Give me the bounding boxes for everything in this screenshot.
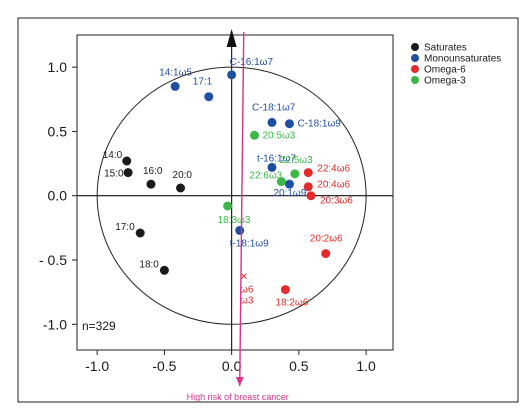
y-tick-label: -1.0 xyxy=(43,316,67,332)
omega-6-point xyxy=(280,285,290,295)
saturates-point xyxy=(146,179,156,189)
omega-3-point xyxy=(249,130,259,140)
saturates-point-label: 14:0 xyxy=(103,150,123,161)
omega-3-point xyxy=(223,201,233,211)
x-tick-label: 1.0 xyxy=(356,358,376,374)
omega-3-point-label: 20:5ω3 xyxy=(262,130,295,141)
monounsaturates-point xyxy=(284,119,294,129)
monounsaturates-point xyxy=(235,225,245,235)
cross-marker: × xyxy=(240,269,248,284)
monounsaturates-point xyxy=(204,92,214,102)
marker-label: ω6 xyxy=(240,285,254,296)
monounsaturates-point-label: t-16:1ω7 xyxy=(257,153,296,164)
saturates-point-label: 16:0 xyxy=(143,166,163,177)
plot-frame xyxy=(17,17,519,403)
legend-label-saturates: Saturates xyxy=(424,43,467,54)
monounsaturates-point-label: t-18:1ω9 xyxy=(230,238,269,249)
saturates-point xyxy=(176,183,186,193)
monounsaturates-point xyxy=(267,162,277,172)
monounsaturates-point xyxy=(227,70,237,80)
marker-label: ω3 xyxy=(240,296,254,307)
omega-3-point-label: 18:3ω3 xyxy=(218,215,251,226)
omega-3-point xyxy=(290,169,300,179)
x-tick-label: -1.0 xyxy=(85,358,109,374)
axes xyxy=(77,29,393,350)
saturates-point-label: 20:0 xyxy=(173,170,193,181)
omega-3-point-label: 22:6ω3 xyxy=(249,171,282,182)
legend-label-omega-3: Omega-3 xyxy=(424,76,466,87)
x-tick-label: 0.0 xyxy=(222,358,242,374)
risk-arrow: High risk of breast cancer xyxy=(187,31,289,402)
y-tick-label: - 0.5 xyxy=(39,252,67,268)
legend-label-omega-6: Omega-6 xyxy=(424,65,466,76)
saturates-point-label: 17:0 xyxy=(115,222,135,233)
legend-swatch-monounsaturates xyxy=(411,54,419,62)
monounsaturates-point-label: 14:1ω5 xyxy=(159,67,192,78)
saturates-point xyxy=(123,168,133,178)
omega-6-point-label: 20:4ω6 xyxy=(317,180,350,191)
monounsaturates-point xyxy=(267,117,277,127)
omega-6-point-label: 20:2ω6 xyxy=(310,234,343,245)
y-tick-label: 1.0 xyxy=(48,59,68,75)
legend-swatch-saturates xyxy=(411,43,419,51)
monounsaturates-point-label: 17:1 xyxy=(193,77,213,88)
omega-6-point xyxy=(303,182,313,192)
monounsaturates-point-label: C-16:1ω7 xyxy=(230,57,274,68)
y-axis-arrowhead xyxy=(226,29,237,47)
omega-3-point xyxy=(276,177,286,187)
monounsaturates-point-label: C-18:1ω7 xyxy=(252,102,296,113)
monounsaturates-point xyxy=(170,81,180,91)
saturates-point xyxy=(122,156,132,166)
monounsaturates-point-label: C-18:1ω9 xyxy=(297,119,341,130)
legend-swatch-omega-3 xyxy=(411,76,419,84)
omega-6-point-label: 22:4ω6 xyxy=(317,164,350,175)
omega-6-point-label: 20:3ω6 xyxy=(320,196,353,207)
outer-frame xyxy=(17,17,519,403)
omega-6-point xyxy=(303,168,313,178)
x-tick-label: 0.5 xyxy=(289,358,309,374)
sample-size-label: n=329 xyxy=(82,319,116,333)
risk-arrow-line xyxy=(239,31,245,387)
omega-6-point-label: 18:2ω6 xyxy=(275,298,308,309)
y-tick-label: 0.0 xyxy=(48,188,68,204)
risk-arrow-head xyxy=(235,376,244,386)
x-tick-label: -0.5 xyxy=(152,358,176,374)
monounsaturates-point xyxy=(284,179,294,189)
saturates-point xyxy=(159,265,169,275)
omega-3-point-label: 22:5ω3 xyxy=(280,155,313,166)
omega-6-point xyxy=(306,191,316,201)
monounsaturates-point-label: 20:1ω9 xyxy=(273,188,306,199)
saturates-point-label: 15:0 xyxy=(104,169,124,180)
saturates-point xyxy=(135,228,145,238)
legend-swatch-omega-6 xyxy=(411,65,419,73)
saturates-point-label: 18:0 xyxy=(139,259,159,270)
tick-labels: -1.0 -0.5 0.0 0.5 1.0 1.0 0.5 0.0 - 0.5 -1.0 xyxy=(39,59,376,374)
legend-label-monounsaturates: Monounsaturates xyxy=(424,54,501,65)
y-tick-label: 0.5 xyxy=(48,123,68,139)
risk-arrow-label: High risk of breast cancer xyxy=(187,392,289,402)
plot-box xyxy=(76,34,394,351)
omega-6-point xyxy=(321,249,331,259)
